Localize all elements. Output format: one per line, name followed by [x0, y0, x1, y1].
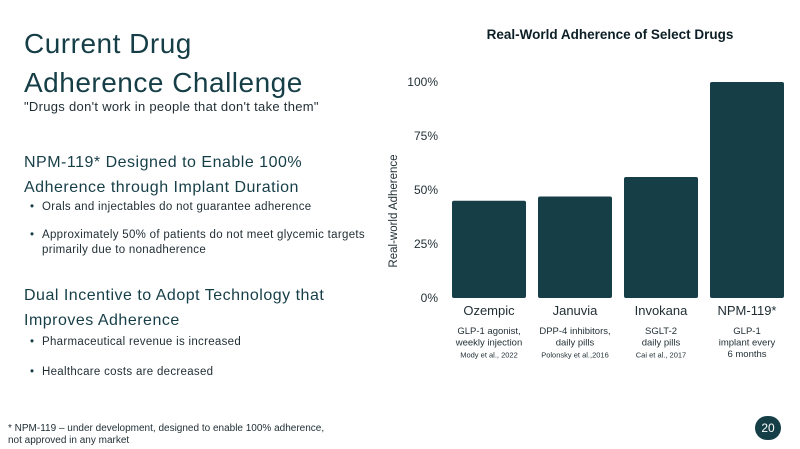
category-description: weekly injection	[455, 338, 523, 349]
slide-title-line-1: Current Drug	[24, 28, 192, 59]
category-source: Polonsky et al.,2016	[541, 351, 609, 360]
slide-title: Current Drug Adherence Challenge	[24, 24, 354, 102]
category-label: Invokana	[635, 303, 689, 318]
y-tick-label: 25%	[414, 237, 438, 251]
category-description: implant every	[719, 338, 776, 349]
category-description: DPP-4 inhibitors,	[539, 326, 610, 337]
category-label: Ozempic	[463, 303, 515, 318]
bar-ozempic	[452, 200, 526, 298]
category-label: NPM-119*	[717, 303, 776, 318]
y-tick-label: 0%	[421, 291, 439, 305]
y-tick-label: 50%	[414, 183, 438, 197]
adherence-bar-chart: Real-World Adherence of Select Drugs 0% 25…	[388, 27, 784, 360]
y-tick-label: 100%	[407, 75, 438, 89]
bullet-item: Healthcare costs are decreased	[30, 365, 370, 380]
category-description: daily pills	[556, 338, 595, 349]
incentive-bullet-list: Pharmaceutical revenue is increased Heal…	[30, 335, 370, 380]
category-source: Cai et al., 2017	[636, 351, 686, 360]
bullet-item: Pharmaceutical revenue is increased	[30, 335, 370, 350]
category-label: Januvia	[553, 303, 599, 318]
slide-title-line-2: Adherence Challenge	[24, 67, 303, 98]
section-heading-incentive-line-2: Improves Adherence	[24, 312, 180, 329]
category-description: GLP-1 agonist,	[457, 326, 520, 337]
section-heading-design-line-1: NPM-119* Designed to Enable 100%	[24, 154, 303, 171]
section-heading-design-line-2: Adherence through Implant Duration	[24, 179, 299, 196]
design-bullet-list: Orals and injectables do not guarantee a…	[30, 200, 370, 258]
y-axis-label: Real-world Adherence	[388, 154, 400, 267]
bar-invokana	[624, 177, 698, 298]
category-description: SGLT-2	[645, 326, 677, 337]
bar-npm-119-	[710, 82, 784, 298]
bar-januvia	[538, 196, 612, 298]
section-heading-incentive: Dual Incentive to Adopt Technology that …	[24, 283, 364, 333]
category-description: 6 months	[727, 349, 766, 360]
footnote: * NPM-119 – under development, designed …	[8, 423, 388, 447]
bullet-item: Orals and injectables do not guarantee a…	[30, 200, 370, 215]
chart-title: Real-World Adherence of Select Drugs	[487, 27, 734, 42]
footnote-line-1: * NPM-119 – under development, designed …	[8, 423, 325, 434]
y-tick-label: 75%	[414, 129, 438, 143]
category-description: GLP-1	[733, 326, 760, 337]
category-description: daily pills	[642, 338, 681, 349]
category-source: Mody et al., 2022	[460, 351, 518, 360]
bullet-item: Approximately 50% of patients do not mee…	[30, 228, 370, 258]
footnote-line-2: not approved in any market	[8, 435, 130, 446]
page-number-badge: 20	[755, 416, 781, 440]
section-heading-design: NPM-119* Designed to Enable 100% Adheren…	[24, 150, 364, 200]
section-heading-incentive-line-1: Dual Incentive to Adopt Technology that	[24, 287, 325, 304]
quote-subtitle: "Drugs don't work in people that don't t…	[24, 99, 319, 114]
